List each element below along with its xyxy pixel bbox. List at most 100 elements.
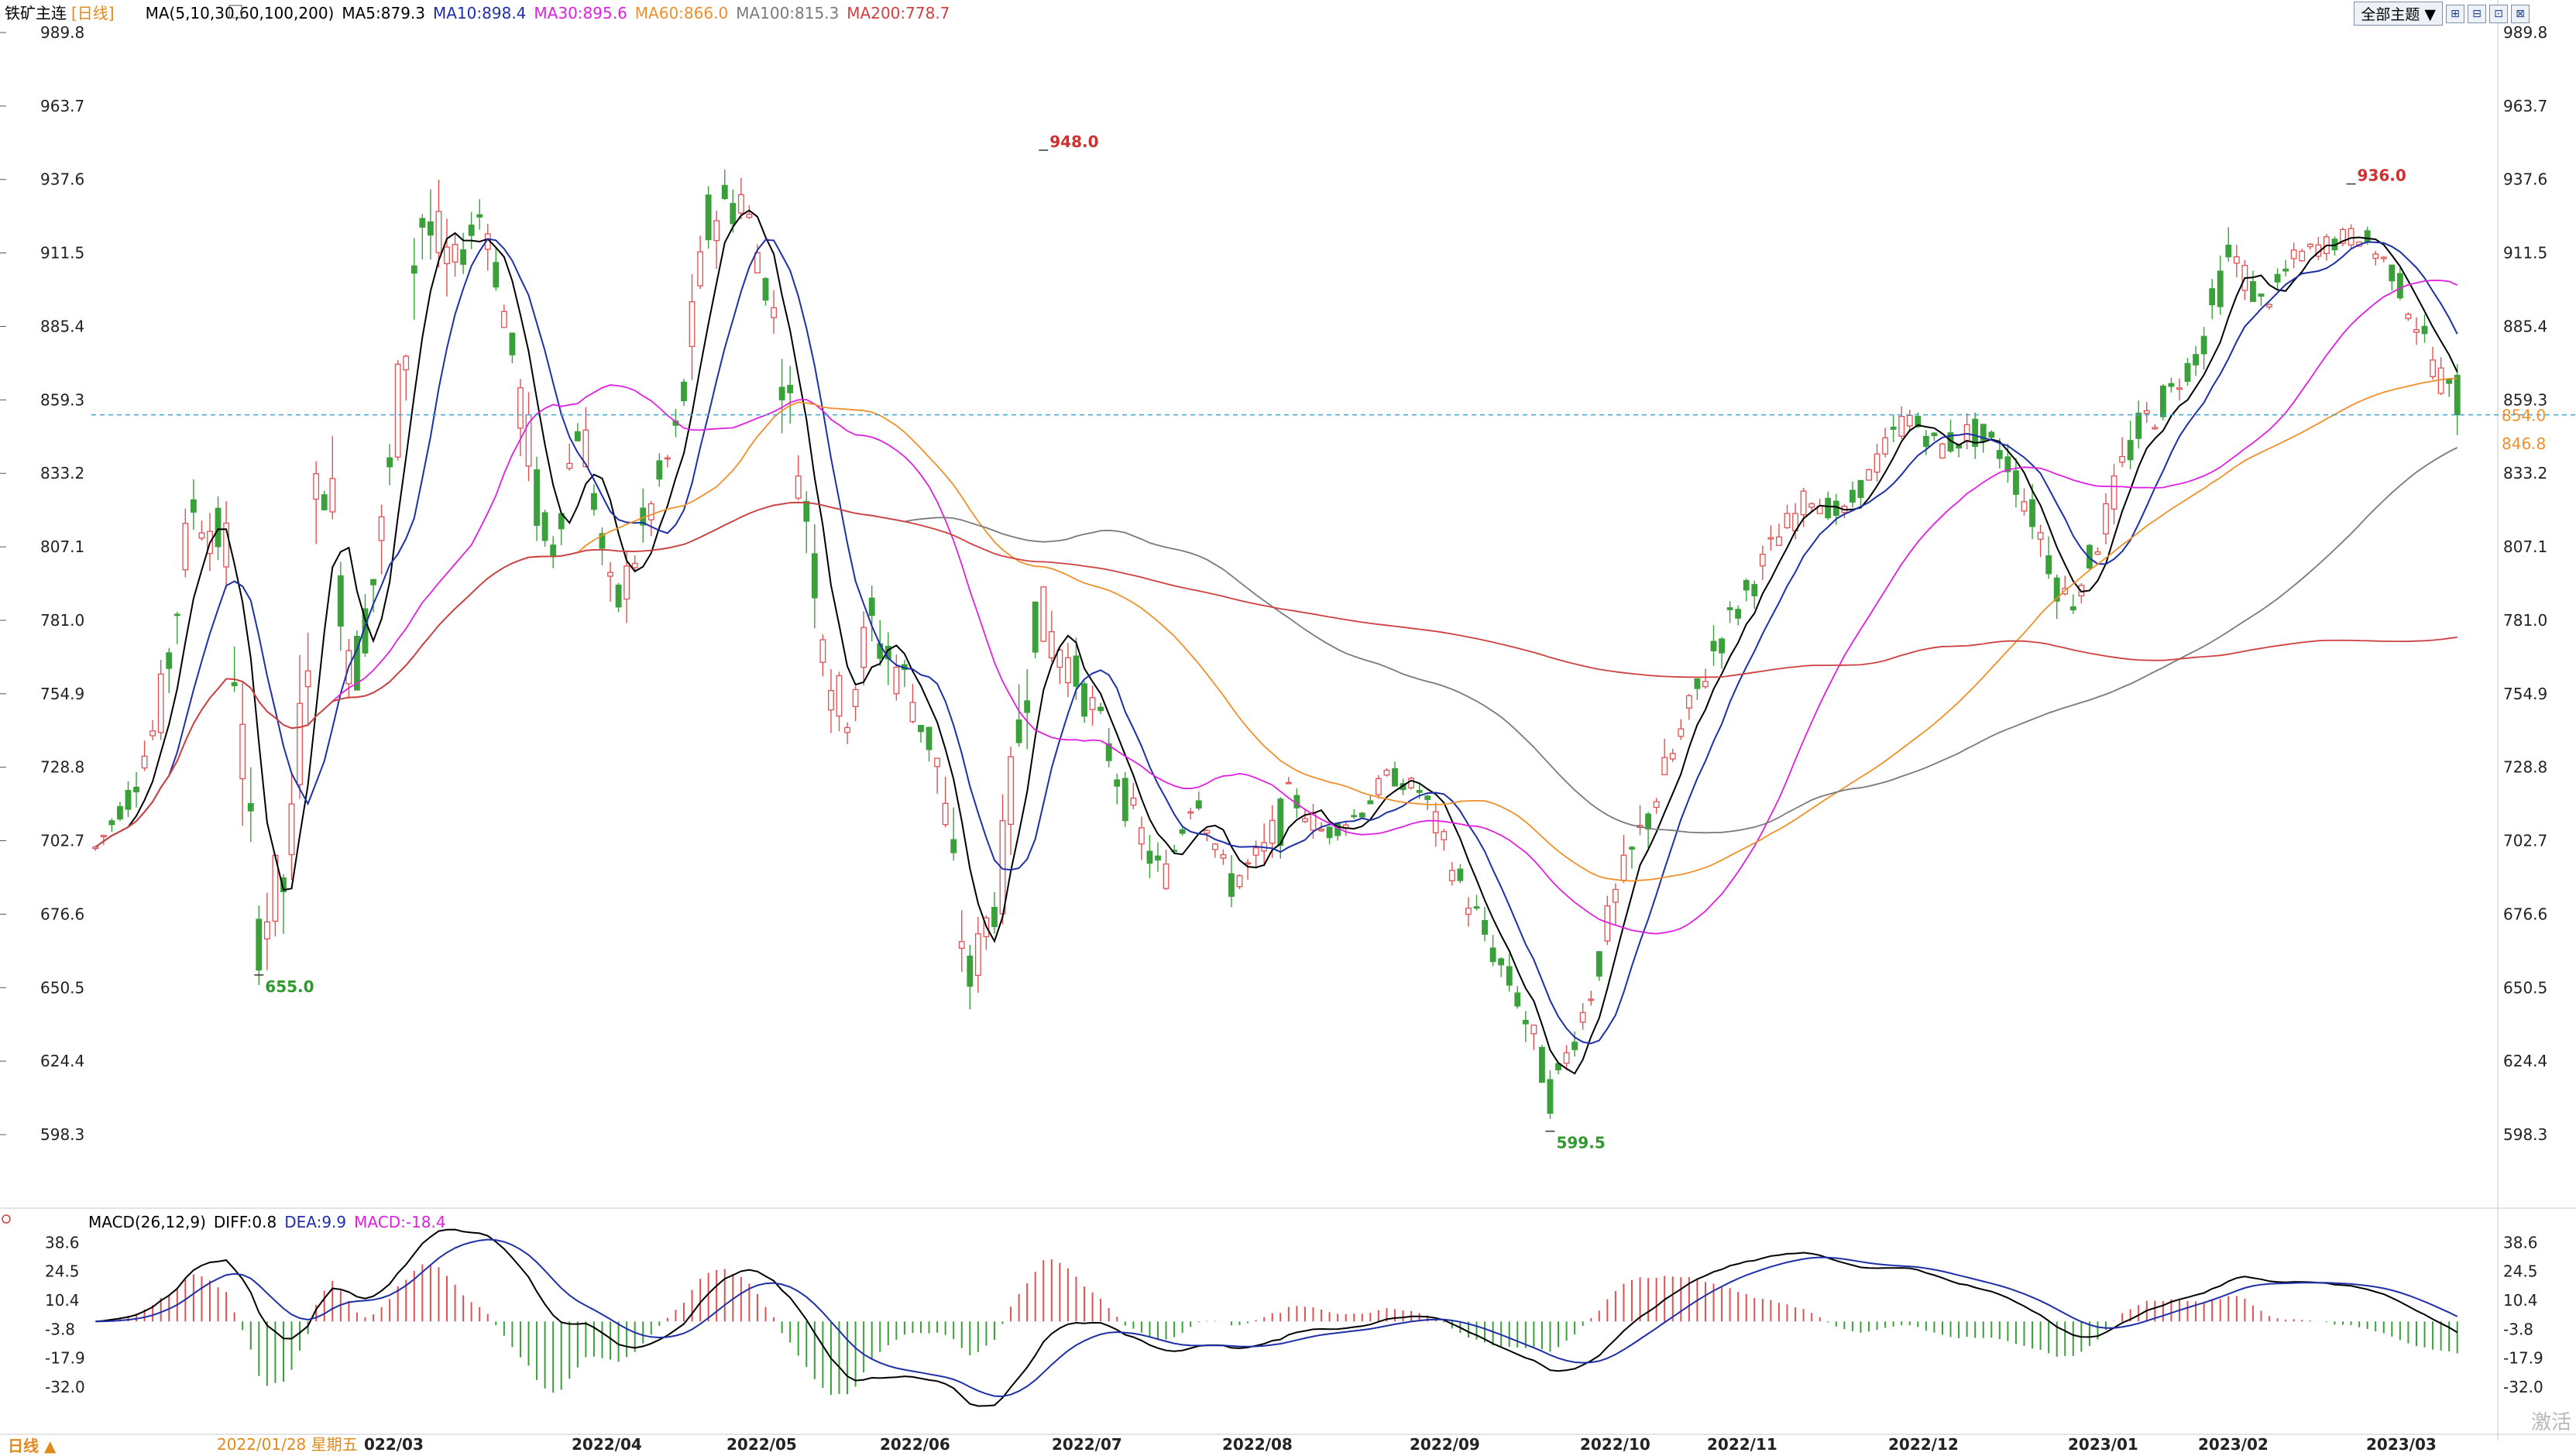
candle-body <box>1220 853 1227 859</box>
candle-body <box>2454 375 2461 416</box>
candle-body <box>1882 437 1889 455</box>
y-tick-label-right: 650.5 <box>2503 978 2547 997</box>
theme-selector-button[interactable]: 全部主题 ▼ <box>2354 2 2443 26</box>
y-tick-label-left: 650.5 <box>40 978 84 997</box>
macd-tick-right: 24.5 <box>2503 1262 2538 1281</box>
x-tick-label: 2022/07 <box>1052 1435 1122 1454</box>
y-tick-label-right: 989.8 <box>2503 23 2547 42</box>
candle-body <box>1702 681 1709 688</box>
candle-body <box>2225 245 2232 258</box>
candle-body <box>1661 757 1668 775</box>
candle-body <box>2029 499 2035 527</box>
candle-body <box>844 726 850 733</box>
candle-body <box>1252 847 1259 856</box>
candle-body <box>1269 819 1276 844</box>
candle-body <box>2119 455 2126 463</box>
candle-body <box>631 562 638 568</box>
y-tick-label-right: 963.7 <box>2503 97 2547 115</box>
candle-body <box>1784 513 1791 529</box>
candle-body <box>1514 992 1521 1007</box>
y-tick-label-right: 676.6 <box>2503 905 2547 923</box>
candle-body <box>2233 256 2240 264</box>
close-panel-icon[interactable]: ⊠ <box>2511 4 2530 23</box>
candle-body <box>215 507 222 548</box>
extreme-label-low: 655.0 <box>265 977 314 996</box>
extreme-label-high: 936.0 <box>2358 167 2406 185</box>
candle-body <box>452 244 459 263</box>
candle-body <box>313 472 320 500</box>
candle-body <box>304 670 311 688</box>
candle-body <box>410 265 417 274</box>
candle-body <box>1392 767 1398 787</box>
candle-body <box>1906 414 1913 427</box>
candle-body <box>1980 424 1987 441</box>
macd-tick-right: 10.4 <box>2503 1291 2538 1310</box>
ma-line-200 <box>94 501 2458 848</box>
candle-body <box>1629 846 1635 850</box>
candle-body <box>1163 864 1170 889</box>
candle-body <box>403 355 410 371</box>
candle-body <box>427 221 434 236</box>
candle-body <box>541 512 548 541</box>
candle-body <box>1211 843 1218 850</box>
candle-body <box>500 311 507 328</box>
zoom-out-icon[interactable]: ⊟ <box>2468 4 2486 23</box>
macd-legend-item: DIFF:0.8 <box>214 1213 276 1231</box>
y-tick-label-left: 728.8 <box>40 758 84 777</box>
x-tick-label: 2022/06 <box>880 1435 950 1454</box>
candle-body <box>182 523 189 571</box>
candle-body <box>2421 325 2428 335</box>
candle-body <box>256 919 263 971</box>
candle-body <box>2446 378 2453 384</box>
candle-body <box>2340 228 2346 244</box>
candle-body <box>1293 795 1300 809</box>
candle-body <box>1922 435 1929 447</box>
last-price-label: 854.0 <box>2502 407 2546 425</box>
candle-body <box>664 457 671 460</box>
candle-body <box>1146 850 1153 864</box>
candle-body <box>615 584 622 608</box>
candle-body <box>1318 829 1324 832</box>
candle-body <box>607 572 613 577</box>
candle-body <box>2405 314 2412 319</box>
candle-body <box>1694 678 1701 689</box>
candle-body <box>231 682 238 687</box>
candle-body <box>713 220 720 242</box>
candle-body <box>893 666 900 695</box>
candle-body <box>493 262 500 288</box>
x-tick-label: 2022/05 <box>726 1435 797 1454</box>
candle-body <box>958 941 965 949</box>
candle-body <box>1138 827 1145 845</box>
macd-tick-right: -17.9 <box>2503 1349 2543 1368</box>
candle-body <box>1678 728 1685 737</box>
candle-body <box>1326 826 1333 839</box>
candle-body <box>133 786 139 793</box>
ma-legend-item: MA10:898.4 <box>433 4 526 22</box>
candle-body <box>2274 273 2281 283</box>
macd-tick-left: 38.6 <box>45 1233 80 1252</box>
candle-body <box>787 384 794 393</box>
candle-body <box>2143 410 2150 414</box>
y-tick-label-right: 859.3 <box>2503 390 2547 409</box>
candle-body <box>1448 870 1455 881</box>
candle-body <box>419 218 426 228</box>
candle-body <box>1416 790 1423 793</box>
candle-body <box>1032 601 1039 653</box>
candle-body <box>1097 706 1104 712</box>
zoom-in-icon[interactable]: ⊞ <box>2446 4 2464 23</box>
candle-body <box>2135 412 2142 439</box>
candle-body <box>2306 243 2313 248</box>
candle-body <box>1008 756 1014 826</box>
candle-body <box>689 300 696 348</box>
layout-icon[interactable]: ⊡ <box>2489 4 2508 23</box>
candle-body <box>730 203 737 225</box>
candle-body <box>1506 966 1513 986</box>
candle-body <box>2209 288 2216 306</box>
candle-body <box>1808 503 1815 508</box>
ma-header: MA(5,10,30,60,100,200) <box>146 4 335 22</box>
candle-body <box>370 579 376 585</box>
candle-body <box>247 802 254 812</box>
macd-dea-line <box>95 1238 2458 1398</box>
candle-body <box>2004 456 2011 472</box>
